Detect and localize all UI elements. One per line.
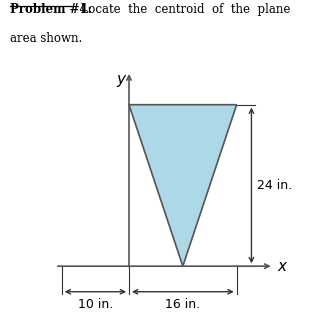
- Text: area shown.: area shown.: [10, 32, 82, 45]
- Text: y: y: [117, 72, 125, 87]
- Text: x: x: [277, 259, 286, 274]
- Text: Problem #4:: Problem #4:: [10, 3, 92, 16]
- Text: 16 in.: 16 in.: [165, 299, 201, 311]
- Polygon shape: [129, 105, 237, 266]
- Text: Locate  the  centroid  of  the  plane: Locate the centroid of the plane: [73, 3, 290, 16]
- Text: 24 in.: 24 in.: [257, 179, 292, 192]
- Text: 10 in.: 10 in.: [78, 299, 113, 311]
